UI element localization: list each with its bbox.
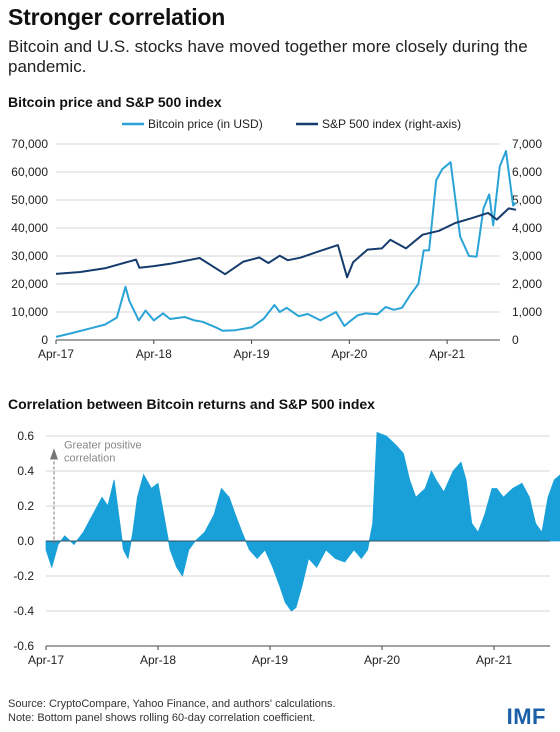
sp500-line [55,207,517,279]
imf-logo: IMF [506,704,546,729]
annotation-arrowhead [50,448,58,460]
x-tick-label: Apr-17 [38,347,74,361]
y-left-tick-label: 30,000 [11,249,48,263]
price-panel-title: Bitcoin price and S&P 500 index [8,94,222,110]
x-tick-label: Apr-18 [136,347,172,361]
y-left-tick-label: 70,000 [11,137,48,151]
correlation-chart: -0.6 -0.4 -0.2 0.0 0.2 0.4 0.6 Apr-17 Apr-18 Apr-… [13,429,560,667]
x-tick-label: Apr-18 [140,653,176,667]
annotation-text: correlation [64,452,115,464]
y-left-tick-label: 10,000 [11,305,48,319]
correlation-area [45,431,560,612]
x-tick-label: Apr-17 [28,653,64,667]
y-left-tick-label: 0 [41,333,48,347]
y-left-tick-label: 40,000 [11,221,48,235]
y-tick-label: -0.6 [13,639,34,653]
y-tick-label: 0.4 [17,464,34,478]
x-tick-label: Apr-21 [476,653,512,667]
annotation-text: Greater positive [64,439,142,451]
x-tick-label: Apr-19 [234,347,270,361]
x-tick-label: Apr-19 [252,653,288,667]
y-tick-label: 0.2 [17,499,34,513]
price-chart: 0 10,000 20,000 30,000 40,000 50,000 60,000 70,… [11,117,542,361]
bitcoin-price-line [55,150,517,338]
chart-title: Stronger correlation [8,4,226,30]
y-tick-label: 0.6 [17,429,34,443]
y-right-tick-label: 7,000 [512,137,542,151]
legend-label: Bitcoin price (in USD) [148,117,263,131]
footnote: Note: Bottom panel shows rolling 60-day … [8,712,316,724]
source-note: Source: CryptoCompare, Yahoo Finance, an… [8,698,336,710]
y-right-tick-label: 5,000 [512,193,542,207]
x-tick-label: Apr-20 [364,653,400,667]
legend-label: S&P 500 index (right-axis) [322,117,461,131]
y-tick-label: -0.4 [13,604,34,618]
y-right-tick-label: 4,000 [512,221,542,235]
y-left-tick-label: 20,000 [11,277,48,291]
y-left-tick-label: 50,000 [11,193,48,207]
y-tick-label: 0.0 [17,534,34,548]
y-right-tick-label: 1,000 [512,305,542,319]
y-left-tick-label: 60,000 [11,165,48,179]
x-tick-label: Apr-20 [331,347,367,361]
y-right-tick-label: 2,000 [512,277,542,291]
correlation-panel-title: Correlation between Bitcoin returns and … [8,396,375,412]
chart-subtitle: Bitcoin and U.S. stocks have moved toget… [8,37,528,76]
y-right-tick-label: 0 [512,333,519,347]
y-tick-label: -0.2 [13,569,34,583]
x-tick-label: Apr-21 [429,347,465,361]
y-right-tick-label: 6,000 [512,165,542,179]
y-right-tick-label: 3,000 [512,249,542,263]
